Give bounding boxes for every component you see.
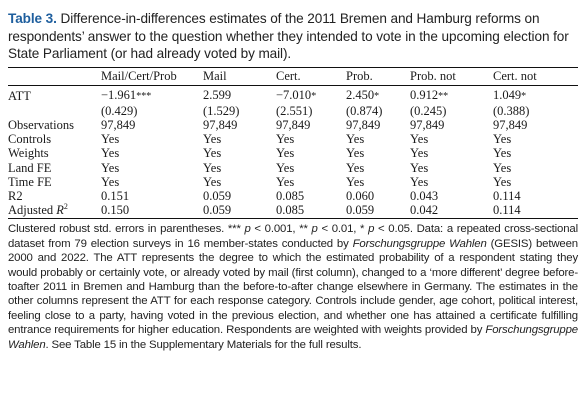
table-cell: 97,849 xyxy=(101,117,136,132)
header-cell-prob-not: Prob. not xyxy=(410,67,493,86)
row-label: R2 xyxy=(8,188,23,203)
table-row-att: ATT −1.961*** 2.599 −7.010* 2.450* 0.912… xyxy=(8,85,578,104)
table-cell: Yes xyxy=(101,174,120,189)
table-cell: Yes xyxy=(101,132,120,147)
att-estimate: 0.912** xyxy=(410,87,449,102)
table-cell: Yes xyxy=(101,160,120,175)
att-estimate: 1.049* xyxy=(493,87,527,102)
table-cell: 0.043 xyxy=(410,188,439,203)
table-row-adjusted-r2: Adjusted R2 0.150 0.059 0.085 0.059 0.04… xyxy=(8,202,578,220)
std-error: (0.429) xyxy=(101,103,138,118)
std-error: (0.245) xyxy=(410,103,447,118)
table-row-weights: Weights Yes Yes Yes Yes Yes Yes xyxy=(8,146,578,160)
header-cell-cert-not: Cert. not xyxy=(493,67,578,86)
table-cell: 97,849 xyxy=(410,117,445,132)
table-cell: Yes xyxy=(493,132,512,147)
table-cell: Yes xyxy=(493,160,512,175)
table-cell: 0.059 xyxy=(203,203,276,220)
table-cell: 0.060 xyxy=(346,188,375,203)
table-row-r2: R2 0.151 0.059 0.085 0.060 0.043 0.114 xyxy=(8,189,578,203)
table-row-std-errors: (0.429) (1.529) (2.551) (0.874) (0.245) … xyxy=(8,104,578,118)
row-label: Observations xyxy=(8,117,74,132)
table-cell: 0.151 xyxy=(101,188,130,203)
table-row-observations: Observations 97,849 97,849 97,849 97,849… xyxy=(8,118,578,132)
table-cell: 0.114 xyxy=(493,203,578,220)
header-cell-cert: Cert. xyxy=(276,67,346,86)
table-cell: Yes xyxy=(203,174,222,189)
table-cell: Yes xyxy=(346,174,365,189)
att-estimate: 2.450* xyxy=(346,87,380,102)
row-label: Controls xyxy=(8,132,52,147)
row-label: Adjusted R2 xyxy=(8,202,101,220)
row-label xyxy=(8,104,101,118)
table-cell: 97,849 xyxy=(203,117,238,132)
top-rule xyxy=(8,66,578,68)
table-row-controls: Controls Yes Yes Yes Yes Yes Yes xyxy=(8,132,578,146)
row-label: Weights xyxy=(8,146,49,161)
std-error: (0.388) xyxy=(493,103,530,118)
table-row-land-fe: Land FE Yes Yes Yes Yes Yes Yes xyxy=(8,161,578,175)
table-cell: 0.059 xyxy=(203,188,232,203)
header-cell-mail: Mail xyxy=(203,67,276,86)
table-caption: Table 3. Difference-in-differences estim… xyxy=(8,10,578,63)
table-cell: 0.059 xyxy=(346,203,410,220)
table-number: Table 3. xyxy=(8,11,57,26)
table-cell: Yes xyxy=(493,146,512,161)
att-estimate: 2.599 xyxy=(203,87,232,102)
table-notes: Clustered robust std. errors in parenthe… xyxy=(8,223,578,351)
table-cell: Yes xyxy=(346,132,365,147)
table-cell: Yes xyxy=(276,174,295,189)
std-error: (1.529) xyxy=(203,103,240,118)
table-cell: Yes xyxy=(346,160,365,175)
att-estimate: −1.961*** xyxy=(101,87,152,102)
table-cell: 0.085 xyxy=(276,188,305,203)
table-cell: 0.085 xyxy=(276,203,346,220)
table-row-time-fe: Time FE Yes Yes Yes Yes Yes Yes xyxy=(8,175,578,189)
table-cell: Yes xyxy=(493,174,512,189)
table-cell: Yes xyxy=(101,146,120,161)
header-cell-mail-cert-prob: Mail/Cert/Prob xyxy=(101,67,203,86)
table-cell: 97,849 xyxy=(346,117,381,132)
header-cell-prob: Prob. xyxy=(346,67,410,86)
caption-text: Difference-in-differences estimates of t… xyxy=(8,11,569,61)
std-error: (0.874) xyxy=(346,103,383,118)
source-name: Forschungsgruppe Wahlen xyxy=(352,237,487,250)
table-cell: 97,849 xyxy=(276,117,311,132)
table-cell: Yes xyxy=(346,146,365,161)
std-error: (2.551) xyxy=(276,103,313,118)
row-label: Land FE xyxy=(8,160,52,175)
table-cell: Yes xyxy=(276,132,295,147)
row-label: Time FE xyxy=(8,174,52,189)
results-table-figure: Table 3. Difference-in-differences estim… xyxy=(8,10,578,352)
header-cell-stub xyxy=(8,67,101,86)
header-row: Mail/Cert/Prob Mail Cert. Prob. Prob. no… xyxy=(8,67,578,86)
results-table: Mail/Cert/Prob Mail Cert. Prob. Prob. no… xyxy=(8,67,578,220)
table-cell: Yes xyxy=(276,160,295,175)
table-cell: Yes xyxy=(203,132,222,147)
table-cell: 0.150 xyxy=(101,203,203,220)
table-cell: Yes xyxy=(276,146,295,161)
table-cell: Yes xyxy=(410,132,429,147)
table-cell: Yes xyxy=(410,160,429,175)
table-cell: Yes xyxy=(203,160,222,175)
source-name: Forschungsgruppe Wahlen xyxy=(8,324,578,351)
row-label: ATT xyxy=(8,88,31,103)
table-cell: 0.042 xyxy=(410,203,493,220)
table-cell: 97,849 xyxy=(493,117,528,132)
att-estimate: −7.010* xyxy=(276,87,317,102)
table-cell: Yes xyxy=(203,146,222,161)
table-cell: 0.114 xyxy=(493,188,521,203)
table-cell: Yes xyxy=(410,174,429,189)
table-cell: Yes xyxy=(410,146,429,161)
